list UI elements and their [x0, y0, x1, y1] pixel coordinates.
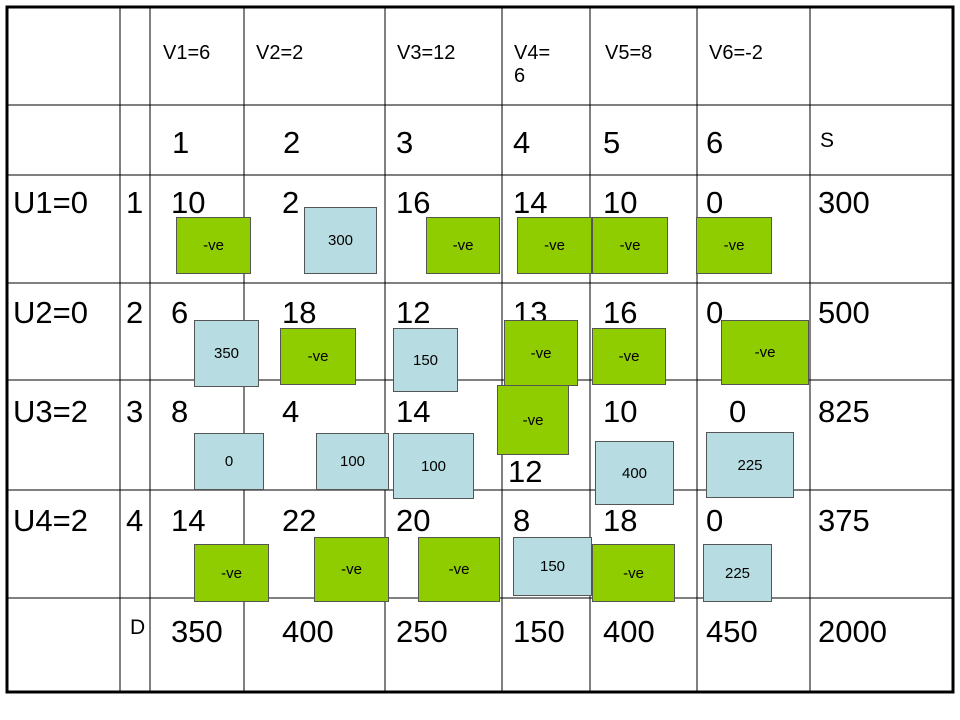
- row3-cost-2: 4: [282, 394, 300, 429]
- row2-cost-2: 18: [282, 295, 317, 330]
- col-number-3: 3: [396, 125, 414, 160]
- row4-marker-1: -ve: [194, 544, 269, 602]
- col-number-2: 2: [283, 125, 301, 160]
- row3-cost-4: 12: [508, 454, 543, 489]
- row2-marker-3: 150: [393, 328, 458, 392]
- row2-u-label: U2=0: [13, 295, 88, 330]
- row3-marker-5: 400: [595, 441, 674, 505]
- row1-index: 1: [126, 185, 144, 220]
- row3-supply: 825: [818, 394, 870, 429]
- row3-cost-6: 0: [729, 394, 747, 429]
- row1-cost-3: 16: [396, 185, 431, 220]
- demand-label: D: [130, 616, 146, 639]
- col-header-v2: V2=2: [256, 42, 304, 64]
- col-header-v3: V3=12: [397, 42, 456, 64]
- row4-supply: 375: [818, 503, 870, 538]
- col-number-5: 5: [603, 125, 621, 160]
- row4-marker-6: 225: [703, 544, 772, 602]
- total-value: 2000: [818, 614, 887, 649]
- demand-3: 250: [396, 614, 448, 649]
- row3-cost-1: 8: [171, 394, 189, 429]
- row4-cost-1: 14: [171, 503, 206, 538]
- row2-cost-3: 12: [396, 295, 431, 330]
- demand-4: 150: [513, 614, 565, 649]
- row1-cost-1: 10: [171, 185, 206, 220]
- col-number-4: 4: [513, 125, 531, 160]
- row1-marker-6: -ve: [696, 217, 772, 274]
- row2-cost-5: 16: [603, 295, 638, 330]
- row2-supply: 500: [818, 295, 870, 330]
- row4-u-label: U4=2: [13, 503, 88, 538]
- row3-marker-6: 225: [706, 432, 794, 498]
- row3-cost-3: 14: [396, 394, 431, 429]
- row1-u-label: U1=0: [13, 185, 88, 220]
- row3-index: 3: [126, 394, 144, 429]
- row2-marker-2: -ve: [280, 328, 356, 385]
- col-header-v4: V4= 6: [514, 42, 551, 87]
- row1-marker-4: -ve: [517, 217, 592, 274]
- row1-cost-6: 0: [706, 185, 724, 220]
- row3-marker-4: -ve: [497, 385, 569, 455]
- row3-marker-2: 100: [316, 433, 389, 490]
- row1-marker-5: -ve: [592, 217, 668, 274]
- row2-marker-4: -ve: [504, 320, 578, 386]
- row1-cost-2: 2: [282, 185, 300, 220]
- row2-index: 2: [126, 295, 144, 330]
- row2-marker-6: -ve: [721, 320, 809, 385]
- row4-cost-5: 18: [603, 503, 638, 538]
- row2-marker-1: 350: [194, 320, 259, 387]
- col-number-1: 1: [172, 125, 190, 160]
- supply-header: S: [820, 129, 835, 152]
- row1-marker-2: 300: [304, 207, 377, 274]
- row1-cost-4: 14: [513, 185, 548, 220]
- row3-marker-3: 100: [393, 433, 474, 499]
- row4-cost-4: 8: [513, 503, 531, 538]
- col-header-v5: V5=8: [605, 42, 653, 64]
- row3-marker-1: 0: [194, 433, 264, 490]
- col-header-v1: V1=6: [163, 42, 211, 64]
- row3-u-label: U3=2: [13, 394, 88, 429]
- demand-5: 400: [603, 614, 655, 649]
- row4-marker-2: -ve: [314, 537, 389, 602]
- row4-cost-2: 22: [282, 503, 317, 538]
- row4-index: 4: [126, 503, 144, 538]
- demand-6: 450: [706, 614, 758, 649]
- row3-cost-5: 10: [603, 394, 638, 429]
- demand-2: 400: [282, 614, 334, 649]
- row4-marker-3: -ve: [418, 537, 500, 602]
- row4-marker-5: -ve: [592, 544, 675, 602]
- row2-marker-5: -ve: [592, 328, 666, 385]
- row1-supply: 300: [818, 185, 870, 220]
- row1-marker-3: -ve: [426, 217, 500, 274]
- row4-cost-6: 0: [706, 503, 724, 538]
- demand-1: 350: [171, 614, 223, 649]
- row4-cost-3: 20: [396, 503, 431, 538]
- row4-marker-4: 150: [513, 537, 592, 596]
- row2-cost-1: 6: [171, 295, 189, 330]
- row1-marker-1: -ve: [176, 217, 251, 274]
- col-number-6: 6: [706, 125, 724, 160]
- row1-cost-5: 10: [603, 185, 638, 220]
- row2-cost-6: 0: [706, 295, 724, 330]
- col-header-v6: V6=-2: [709, 42, 763, 64]
